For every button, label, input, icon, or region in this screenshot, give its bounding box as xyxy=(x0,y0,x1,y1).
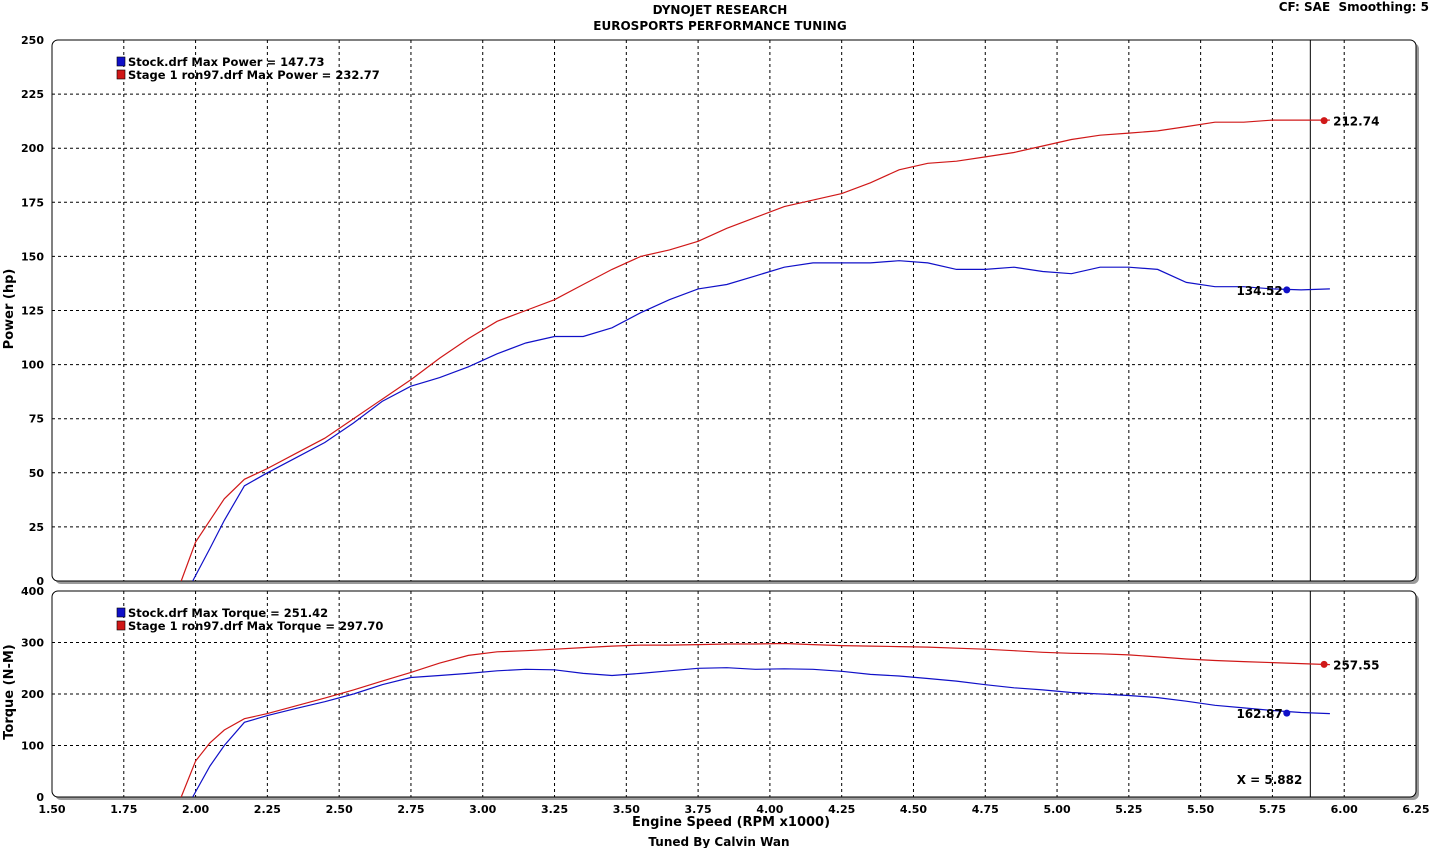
x-tick-label: 5.00 xyxy=(1043,803,1070,816)
power-marker-stock xyxy=(1283,286,1291,294)
x-tick-label: 6.25 xyxy=(1402,803,1429,816)
x-tick-label: 2.50 xyxy=(326,803,353,816)
power-y-tick-label: 150 xyxy=(21,250,44,263)
power-y-tick-label: 0 xyxy=(36,575,44,588)
legend-swatch xyxy=(116,607,126,618)
power-series-stock xyxy=(192,260,1330,582)
power-axis-label: Power (hp) xyxy=(2,269,17,350)
power-y-tick-label: 50 xyxy=(29,467,45,480)
x-tick-label: 3.25 xyxy=(541,803,568,816)
torque-series-stock xyxy=(192,667,1330,798)
legend-entry: Stock.drf Max Torque = 251.42 xyxy=(128,606,328,620)
chart-subtitle: EUROSPORTS PERFORMANCE TUNING xyxy=(593,19,846,33)
power-marker-stage1 xyxy=(1320,117,1328,125)
power-marker-value: 134.52 xyxy=(1236,284,1282,298)
footer-credit: Tuned By Calvin Wan xyxy=(648,835,789,848)
torque-y-tick-label: 100 xyxy=(21,740,44,753)
torque-y-tick-label: 400 xyxy=(21,585,44,598)
power-panel: 0 25 50 75 100 125 150 175 200 225 250 134.52 212.74… xyxy=(21,34,1419,588)
x-tick-label: 2.75 xyxy=(397,803,424,816)
torque-series-stage1 xyxy=(180,642,1330,798)
x-tick-label: 5.50 xyxy=(1187,803,1214,816)
x-tick-label: 4.75 xyxy=(972,803,999,816)
legend-entry: Stage 1 ron97.drf Max Power = 232.77 xyxy=(128,68,380,82)
x-tick-label: 3.00 xyxy=(469,803,496,816)
torque-marker-stage1 xyxy=(1320,660,1328,668)
torque-y-tick-label: 200 xyxy=(21,688,44,701)
power-y-tick-label: 125 xyxy=(21,305,44,318)
x-axis-label: Engine Speed (RPM x1000) xyxy=(632,815,830,830)
power-y-tick-label: 25 xyxy=(29,521,44,534)
x-tick-label: 2.00 xyxy=(182,803,209,816)
power-marker-value: 212.74 xyxy=(1333,115,1379,129)
chart-title: DYNOJET RESEARCH xyxy=(653,3,788,17)
torque-y-tick-label: 300 xyxy=(21,637,44,650)
torque-panel: 1.50 1.75 2.00 2.25 2.50 2.75 3.00 3.25 3.50 3.75… xyxy=(21,585,1430,816)
x-tick-label: 3.75 xyxy=(685,803,712,816)
x-tick-label: 3.50 xyxy=(613,803,640,816)
power-series-stage1 xyxy=(180,119,1330,582)
power-y-tick-label: 250 xyxy=(21,34,44,47)
torque-y-tick-label: 0 xyxy=(36,791,44,804)
x-tick-label: 6.00 xyxy=(1331,803,1358,816)
cursor-readout: X = 5.882 xyxy=(1237,773,1303,787)
x-tick-label: 5.25 xyxy=(1115,803,1142,816)
x-tick-label: 2.25 xyxy=(254,803,281,816)
x-tick-label: 1.50 xyxy=(38,803,65,816)
power-y-tick-label: 175 xyxy=(21,196,44,209)
correction-settings: CF: SAE Smoothing: 5 xyxy=(1279,0,1429,14)
torque-marker-value: 162.87 xyxy=(1236,707,1282,721)
power-y-tick-label: 100 xyxy=(21,359,44,372)
power-y-tick-label: 75 xyxy=(29,413,44,426)
legend-swatch xyxy=(116,620,126,631)
torque-marker-stock xyxy=(1283,709,1291,717)
torque-axis-label: Torque (N-M) xyxy=(2,644,17,739)
x-tick-label: 4.25 xyxy=(828,803,855,816)
legend-swatch xyxy=(116,56,126,67)
x-tick-label: 1.75 xyxy=(110,803,137,816)
power-y-tick-label: 200 xyxy=(21,142,44,155)
x-tick-label: 4.50 xyxy=(900,803,927,816)
legend-entry: Stage 1 ron97.drf Max Torque = 297.70 xyxy=(128,619,383,633)
legend-entry: Stock.drf Max Power = 147.73 xyxy=(128,55,325,69)
x-tick-label: 5.75 xyxy=(1259,803,1286,816)
legend-swatch xyxy=(116,69,126,80)
torque-marker-value: 257.55 xyxy=(1333,658,1379,672)
x-tick-label: 4.00 xyxy=(756,803,783,816)
power-y-tick-label: 225 xyxy=(21,88,44,101)
